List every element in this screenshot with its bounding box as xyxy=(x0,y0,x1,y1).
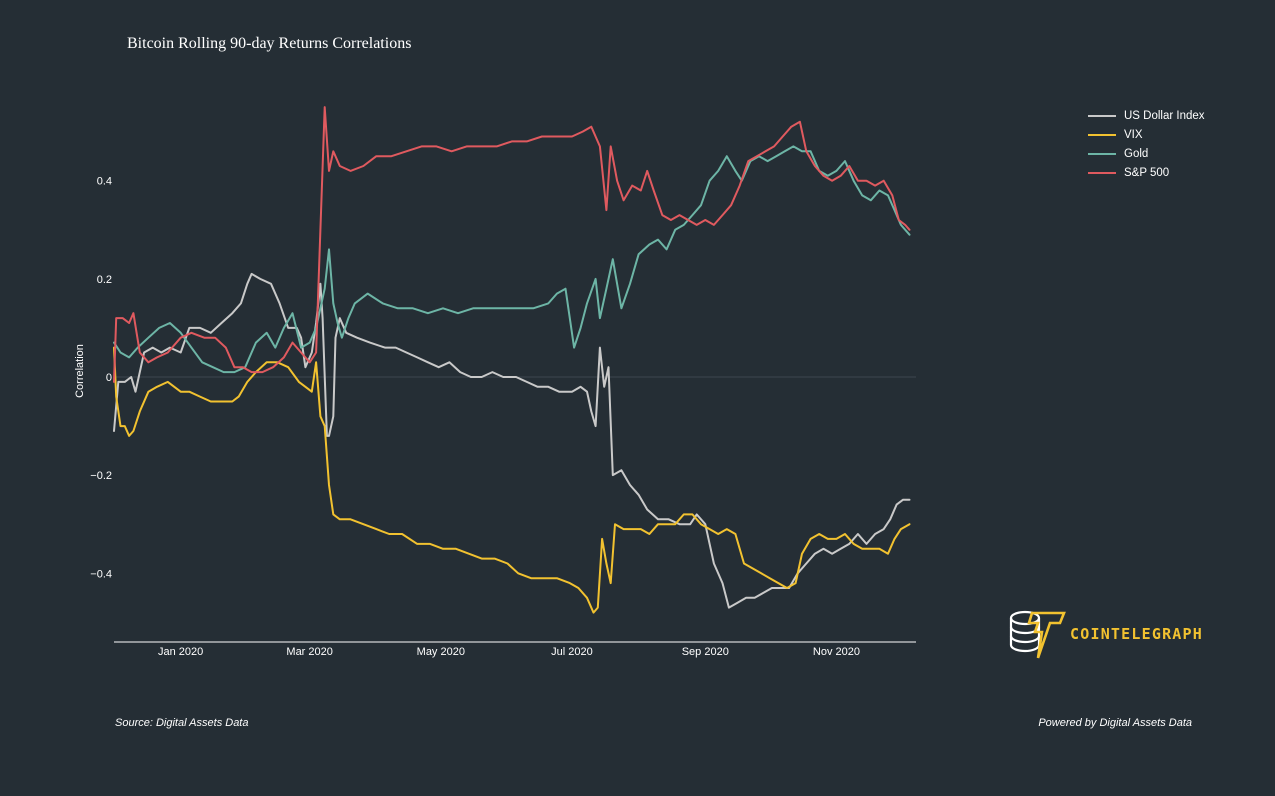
y-tick-label: 0 xyxy=(106,372,112,384)
y-axis-title: Correlation xyxy=(74,344,86,398)
legend-item[interactable]: Gold xyxy=(1088,144,1205,163)
series-line-vix xyxy=(113,346,911,614)
legend-swatch xyxy=(1088,114,1116,117)
series-line-gold xyxy=(113,145,911,374)
legend-item[interactable]: S&P 500 xyxy=(1088,163,1205,182)
series-line-us-dollar-index xyxy=(113,272,911,609)
x-tick-label: May 2020 xyxy=(417,646,465,658)
x-tick-label: Jul 2020 xyxy=(551,646,593,658)
legend-item[interactable]: US Dollar Index xyxy=(1088,106,1205,125)
legend-swatch xyxy=(1088,171,1116,174)
x-tick-label: Mar 2020 xyxy=(286,646,332,658)
x-tick-label: Jan 2020 xyxy=(158,646,203,658)
y-tick-label: −0.4 xyxy=(90,568,112,580)
chart-title: Bitcoin Rolling 90-day Returns Correlati… xyxy=(127,35,412,52)
source-note: Source: Digital Assets Data xyxy=(115,717,249,729)
legend-label: S&P 500 xyxy=(1124,166,1170,179)
legend-label: Gold xyxy=(1124,147,1149,160)
x-tick-label: Nov 2020 xyxy=(813,646,860,658)
y-tick-label: 0.4 xyxy=(97,176,112,188)
powered-by-note: Powered by Digital Assets Data xyxy=(1038,717,1192,729)
cointelegraph-logo: COINTELEGRAPH xyxy=(1008,608,1203,660)
x-tick-label: Sep 2020 xyxy=(682,646,729,658)
y-axis-ticks: −0.4 −0.2 0 0.2 0.4 xyxy=(90,176,112,581)
legend-swatch xyxy=(1088,152,1116,155)
series-layer xyxy=(113,106,911,614)
logo-text: COINTELEGRAPH xyxy=(1070,625,1203,643)
legend-label: US Dollar Index xyxy=(1124,109,1205,122)
legend-swatch xyxy=(1088,133,1116,136)
legend: US Dollar Index VIX Gold S&P 500 xyxy=(1088,106,1205,182)
legend-item[interactable]: VIX xyxy=(1088,125,1205,144)
y-tick-label: −0.2 xyxy=(90,470,112,482)
y-tick-label: 0.2 xyxy=(97,274,112,286)
series-line-s-p-500 xyxy=(113,106,911,383)
x-axis-ticks: Jan 2020 Mar 2020 May 2020 Jul 2020 Sep 2020… xyxy=(158,646,860,658)
coin-stack-bolt-icon xyxy=(1009,610,1066,659)
legend-label: VIX xyxy=(1124,128,1143,141)
